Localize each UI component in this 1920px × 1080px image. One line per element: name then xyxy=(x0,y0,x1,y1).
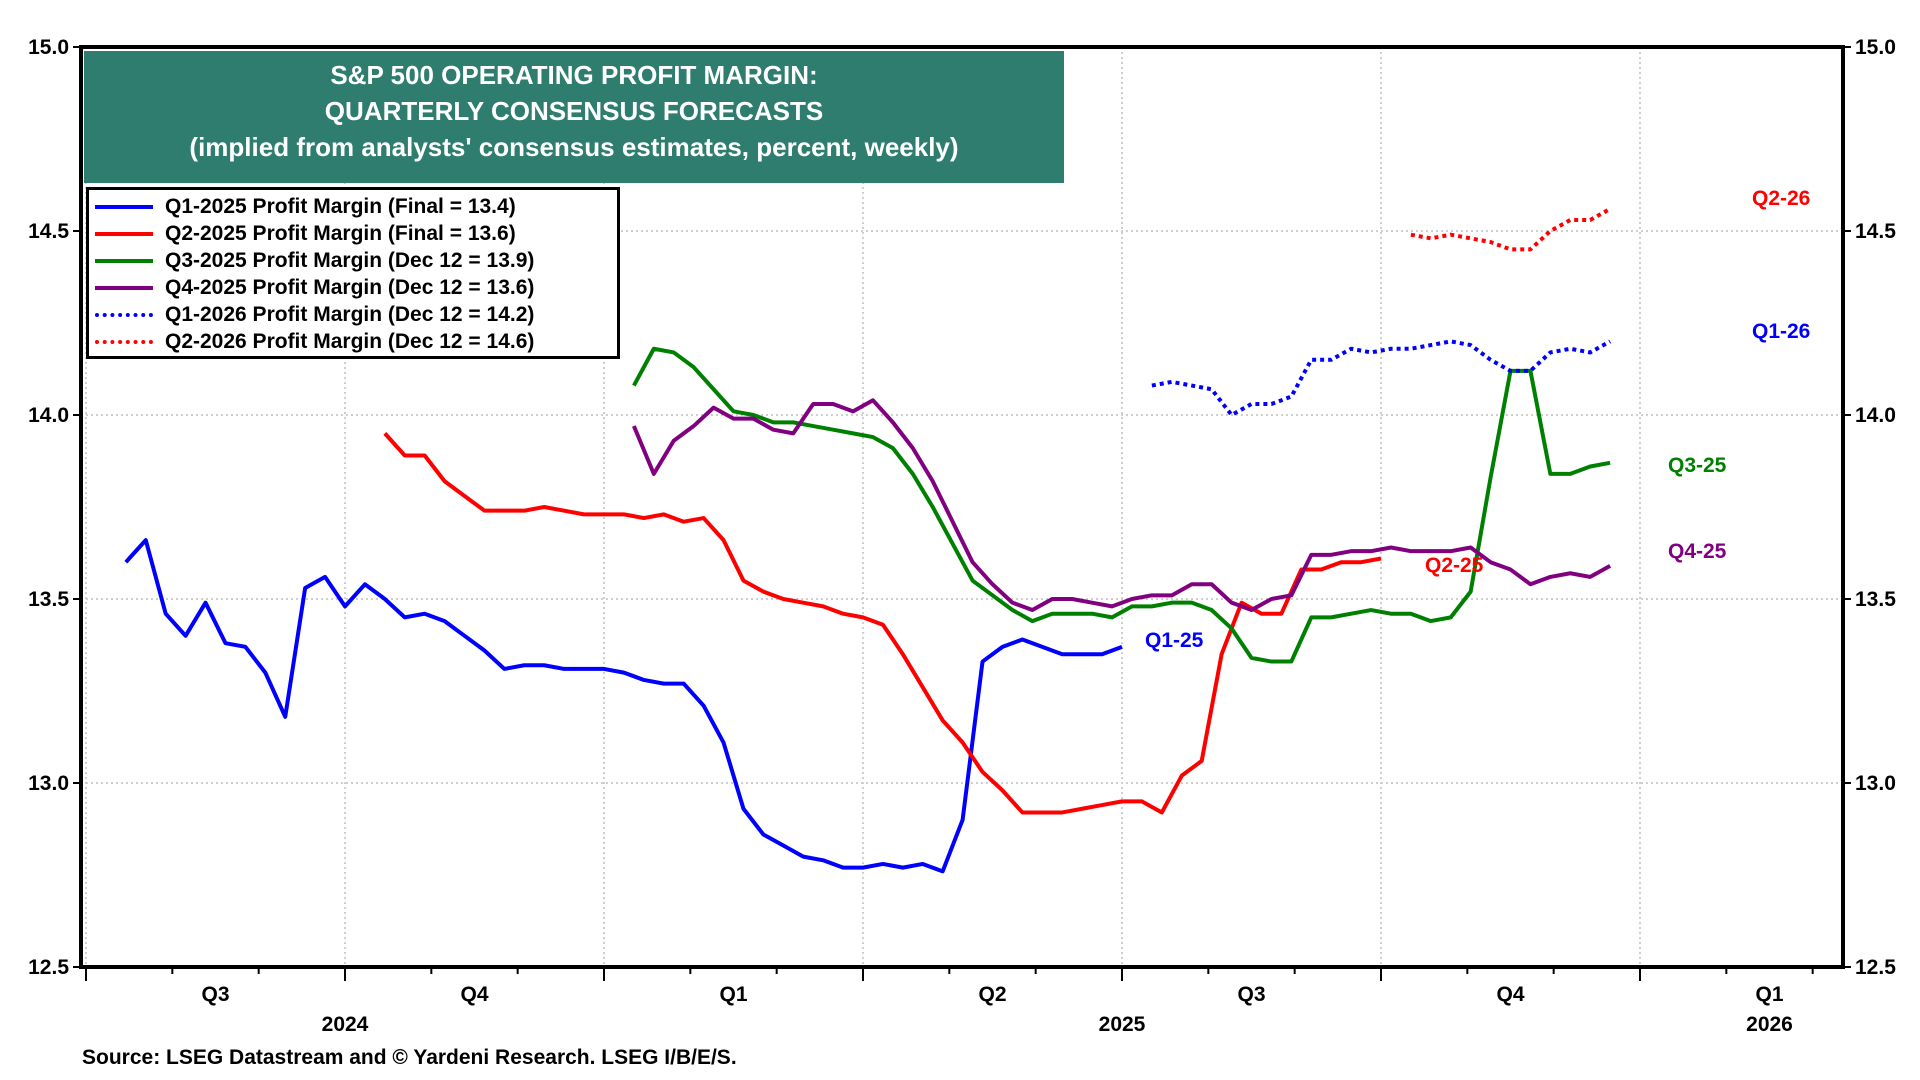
x-quarter-label: Q3 xyxy=(1237,983,1265,1006)
legend-item: Q2-2026 Profit Margin (Dec 12 = 14.6) xyxy=(95,328,617,355)
legend-label: Q3-2025 Profit Margin (Dec 12 = 13.9) xyxy=(165,248,535,272)
series-line-q1-25 xyxy=(124,538,1123,874)
y-tick-label-left: 13.5 xyxy=(28,588,69,611)
x-quarter-label: Q3 xyxy=(201,983,229,1006)
series-line-q2-25 xyxy=(383,432,1382,815)
series-end-label-q3-25: Q3-25 xyxy=(1668,454,1727,477)
series-end-label-q1-25: Q1-25 xyxy=(1145,629,1204,652)
legend-label: Q4-2025 Profit Margin (Dec 12 = 13.6) xyxy=(165,275,535,299)
y-tick-label-left: 13.0 xyxy=(28,772,69,795)
series-end-label-q2-25: Q2-25 xyxy=(1425,554,1484,577)
plot-frame xyxy=(79,45,1845,969)
x-quarter-label: Q4 xyxy=(1496,983,1524,1006)
legend-swatch xyxy=(95,258,153,263)
series-end-labels: Q1-25 Q2-25 Q3-25 Q4-25 Q1-26 Q2-26 xyxy=(1145,187,1810,652)
legend-label: Q1-2025 Profit Margin (Final = 13.4) xyxy=(165,194,516,218)
legend-label: Q2-2025 Profit Margin (Final = 13.6) xyxy=(165,221,516,245)
legend-swatch xyxy=(95,312,153,317)
series-end-label-q2-26: Q2-26 xyxy=(1752,187,1810,210)
series-layer xyxy=(124,207,1612,874)
legend-item: Q2-2025 Profit Margin (Final = 13.6) xyxy=(95,220,617,247)
x-year-label: 2025 xyxy=(1099,1013,1146,1036)
y-tick-label-left: 14.5 xyxy=(28,220,69,243)
y-tick-label-right: 13.5 xyxy=(1855,588,1896,611)
chart-title-line1: S&P 500 OPERATING PROFIT MARGIN: xyxy=(330,60,818,90)
series-end-label-q1-26: Q1-26 xyxy=(1752,320,1810,343)
legend-label: Q1-2026 Profit Margin (Dec 12 = 14.2) xyxy=(165,302,535,326)
axes: 12.5 12.5 13.0 13.0 13.5 13.5 14.0 14.0 14.5 14.5… xyxy=(28,36,1896,1036)
x-quarter-label: Q4 xyxy=(460,983,488,1006)
legend-item: Q1-2026 Profit Margin (Dec 12 = 14.2) xyxy=(95,301,617,328)
legend-swatch xyxy=(95,204,153,209)
legend: Q1-2025 Profit Margin (Final = 13.4) Q2-2… xyxy=(86,187,620,359)
legend-item: Q4-2025 Profit Margin (Dec 12 = 13.6) xyxy=(95,274,617,301)
y-tick-label-right: 12.5 xyxy=(1855,956,1896,979)
y-tick-label-left: 15.0 xyxy=(28,36,69,59)
y-tick-label-right: 14.0 xyxy=(1855,404,1896,427)
series-line-q3-25 xyxy=(632,346,1611,664)
chart-title-box: S&P 500 OPERATING PROFIT MARGIN: QUARTER… xyxy=(84,51,1064,183)
x-quarter-label: Q2 xyxy=(978,983,1006,1006)
x-quarter-label: Q1 xyxy=(719,983,747,1006)
y-tick-label-left: 12.5 xyxy=(28,956,69,979)
legend-swatch xyxy=(95,339,153,344)
series-line-q2-26 xyxy=(1410,207,1612,252)
y-tick-label-left: 14.0 xyxy=(28,404,69,427)
y-tick-label-right: 13.0 xyxy=(1855,772,1896,795)
x-year-label: 2026 xyxy=(1746,1013,1793,1036)
legend-item: Q1-2025 Profit Margin (Final = 13.4) xyxy=(95,193,617,220)
legend-swatch xyxy=(95,285,153,290)
chart-subtitle: (implied from analysts' consensus estima… xyxy=(189,132,959,162)
series-end-label-q4-25: Q4-25 xyxy=(1668,540,1727,563)
x-quarter-label: Q1 xyxy=(1755,983,1783,1006)
series-line-q4-25 xyxy=(632,398,1612,613)
x-year-label: 2024 xyxy=(322,1013,369,1036)
y-tick-label-right: 14.5 xyxy=(1855,220,1896,243)
legend-item: Q3-2025 Profit Margin (Dec 12 = 13.9) xyxy=(95,247,617,274)
y-tick-label-right: 15.0 xyxy=(1855,36,1896,59)
gridlines xyxy=(81,47,1843,967)
series-line-q1-26 xyxy=(1151,339,1612,417)
legend-label: Q2-2026 Profit Margin (Dec 12 = 14.6) xyxy=(165,329,535,353)
source-note: Source: LSEG Datastream and © Yardeni Re… xyxy=(82,1046,737,1069)
chart-title-line2: QUARTERLY CONSENSUS FORECASTS xyxy=(324,96,824,126)
legend-swatch xyxy=(95,231,153,236)
